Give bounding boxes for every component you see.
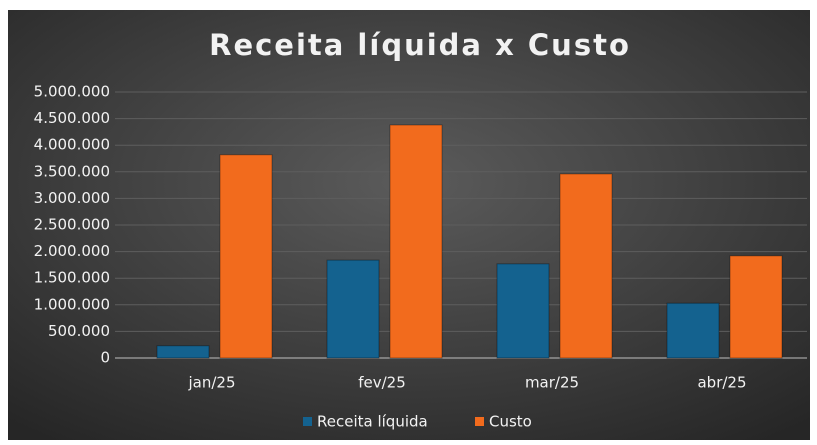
y-tick-label: 2.500.000 (34, 216, 110, 234)
bar (326, 259, 380, 359)
bar (156, 345, 210, 359)
y-tick-label: 1.000.000 (34, 295, 110, 313)
bar (389, 124, 443, 359)
x-tick-label: mar/25 (525, 374, 579, 392)
y-tick-label: 1.500.000 (34, 269, 110, 287)
y-tick-label: 2.000.000 (34, 242, 110, 260)
legend-swatch (303, 417, 312, 426)
y-tick-label: 0 (100, 349, 110, 367)
legend-swatch (475, 417, 484, 426)
bar (559, 173, 613, 359)
x-tick-label: abr/25 (697, 374, 746, 392)
chart-title: Receita líquida x Custo (209, 28, 631, 62)
y-tick-label: 500.000 (48, 322, 110, 340)
y-tick-label: 4.000.000 (34, 136, 110, 154)
bar (729, 255, 783, 359)
bar (219, 154, 273, 359)
y-tick-label: 3.500.000 (34, 162, 110, 180)
x-tick-label: fev/25 (358, 374, 406, 392)
bar (666, 302, 720, 359)
y-tick-label: 3.000.000 (34, 189, 110, 207)
y-tick-label: 4.500.000 (34, 109, 110, 127)
bar (496, 263, 550, 359)
legend-label: Receita líquida (317, 413, 428, 431)
y-tick-label: 5.000.000 (34, 83, 110, 101)
legend-label: Custo (489, 413, 532, 431)
x-tick-label: jan/25 (187, 374, 235, 392)
